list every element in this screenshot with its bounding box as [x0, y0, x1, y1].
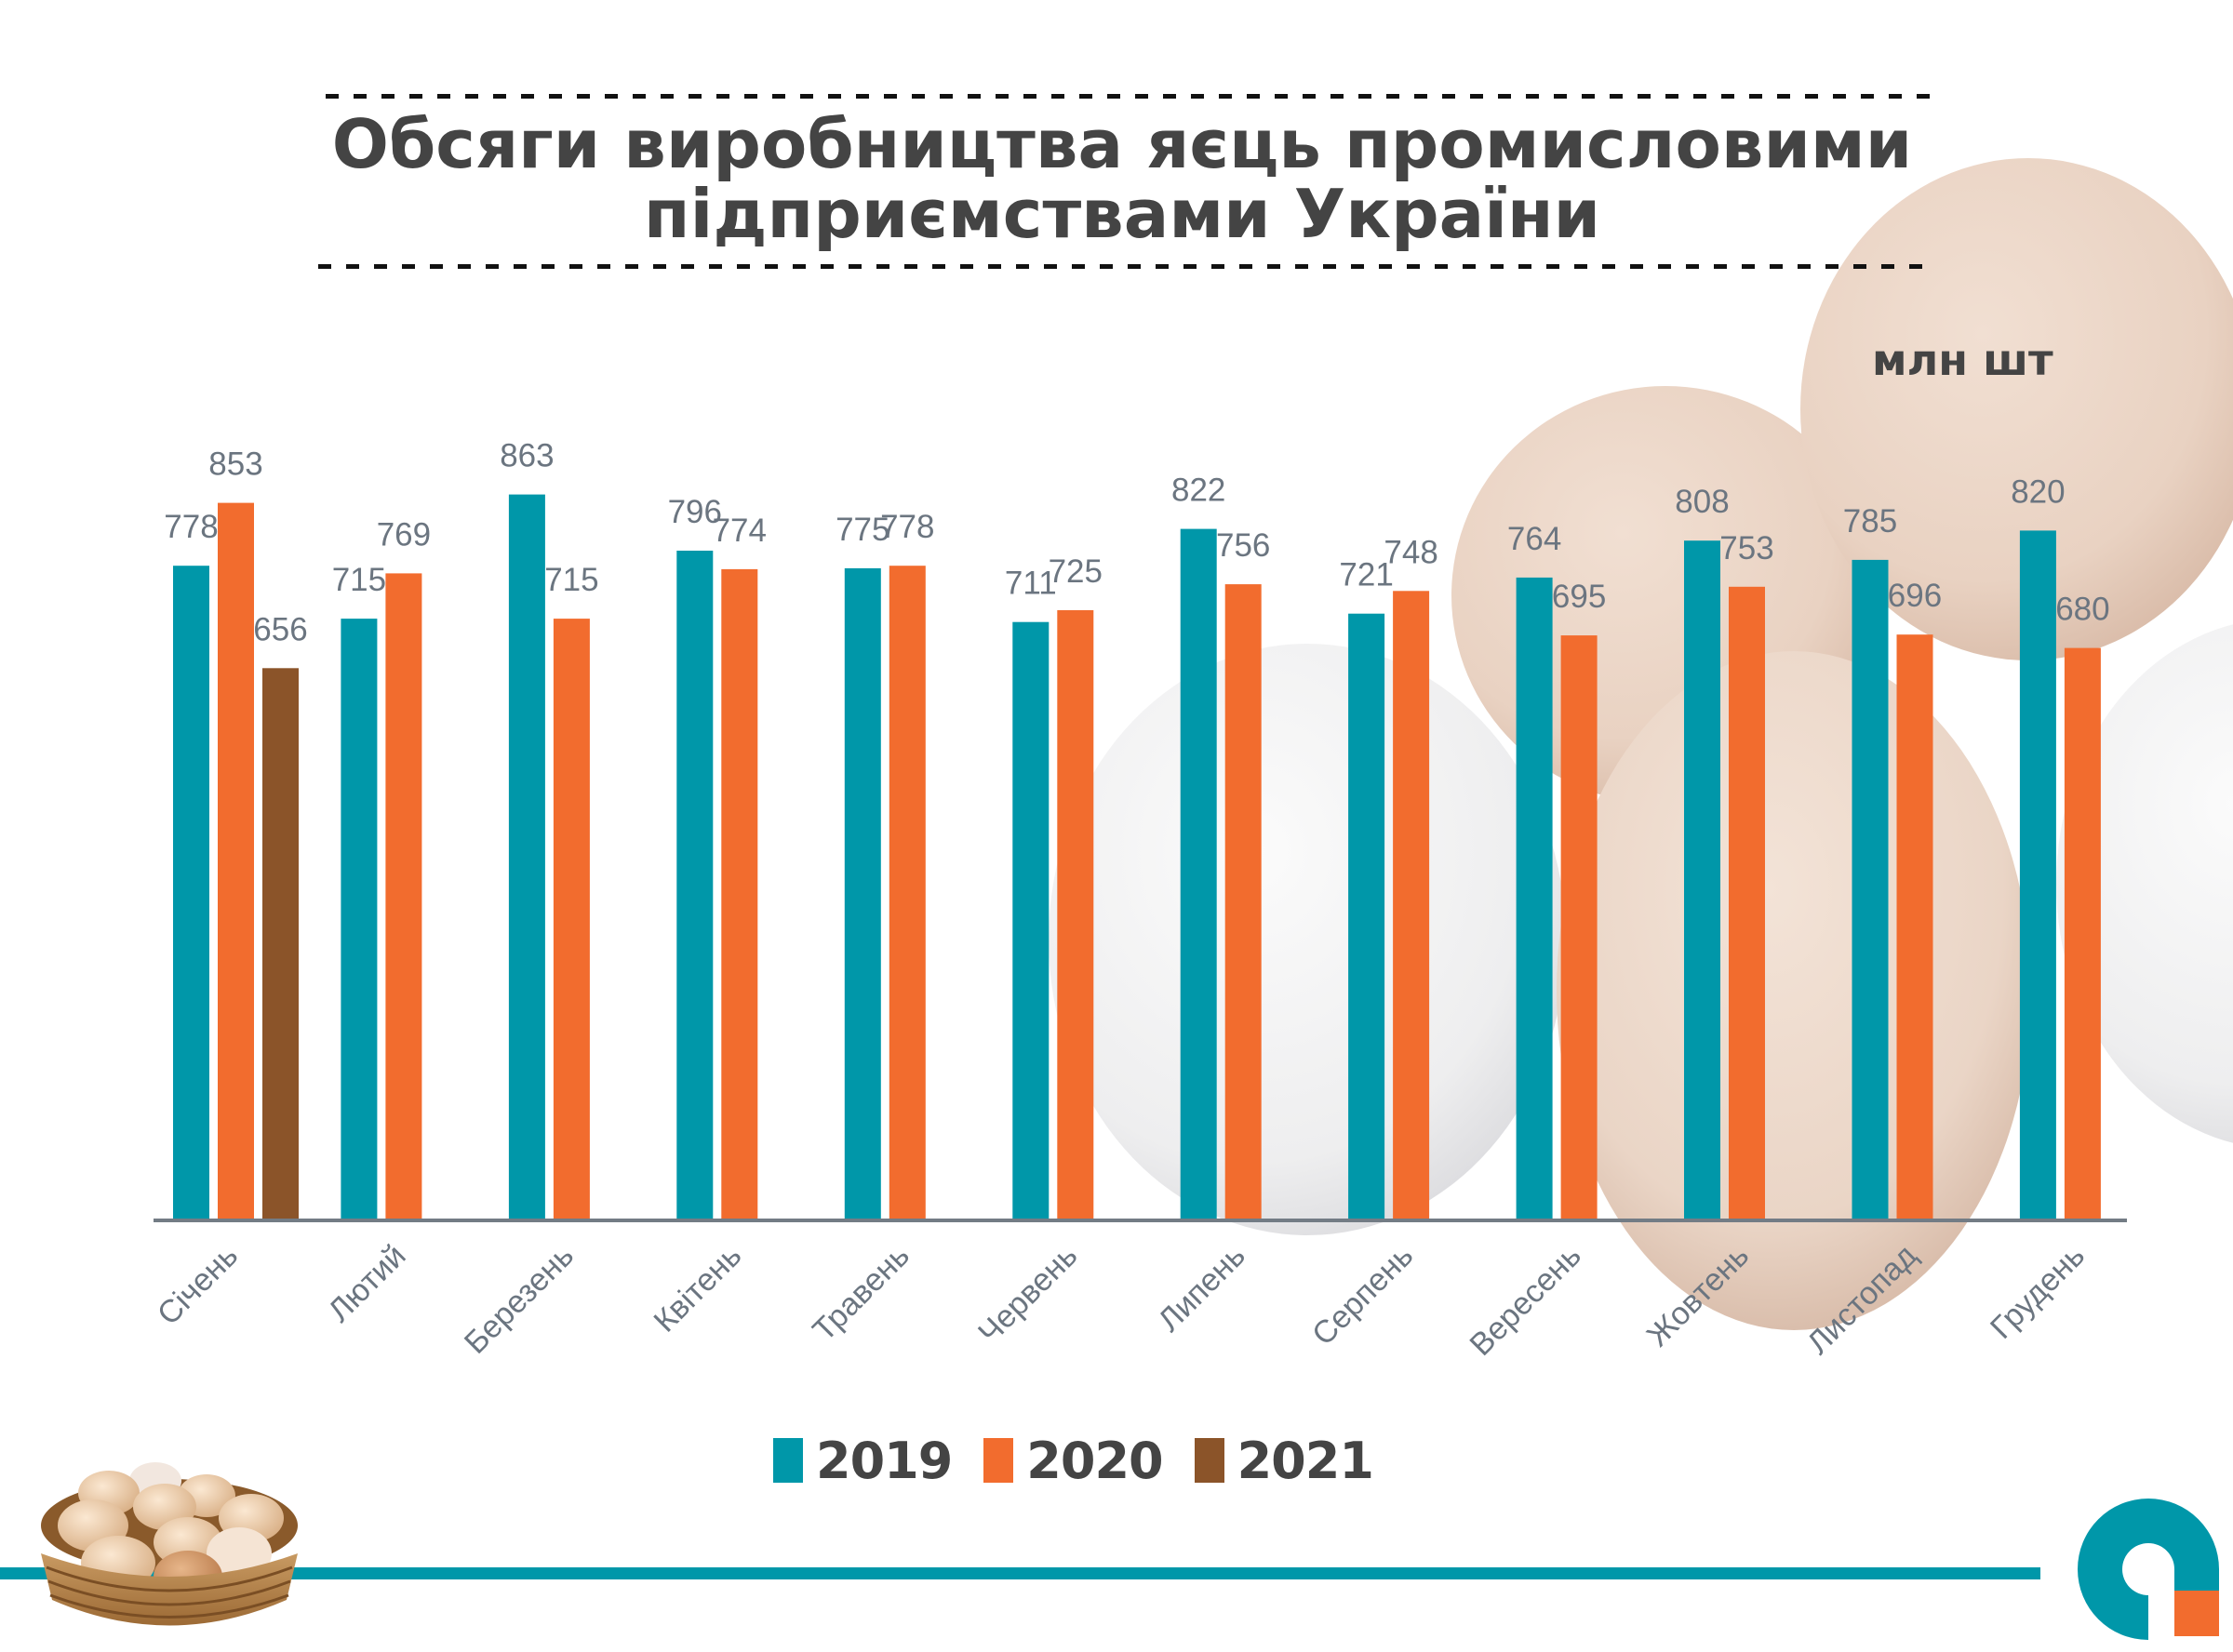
x-tick-label: Жовтень	[1640, 1238, 1756, 1353]
bar-2020-4	[721, 568, 758, 1219]
legend-swatch-2021	[1194, 1438, 1224, 1483]
x-axis-line	[154, 1219, 2127, 1222]
legend-item-2019[interactable]: 2019	[773, 1431, 953, 1490]
x-tick-label: Січень	[151, 1238, 245, 1332]
data-label-2019-12: 820	[2011, 473, 2065, 510]
x-tick-label: Вересень	[1464, 1238, 1588, 1363]
chart-title-line1: Обсяги виробництва яєць промисловими	[331, 105, 1913, 183]
egg-white-left	[1049, 644, 1566, 1235]
data-label-2019-3: 863	[500, 438, 554, 474]
bar-2019-3	[508, 494, 545, 1219]
data-label-2020-11: 696	[1888, 578, 1942, 614]
data-label-2020-9: 695	[1552, 579, 1606, 615]
data-label-2020-4: 774	[713, 513, 767, 549]
egg-basket-illustration	[41, 1462, 298, 1626]
chart-legend: 2019 2020 2021	[773, 1431, 1405, 1490]
x-tick-label: Червень	[971, 1238, 1084, 1351]
bar-2020-11	[1896, 634, 1933, 1219]
unit-label: млн шт	[1872, 335, 2053, 385]
bar-2019-10	[1684, 540, 1720, 1219]
x-tick-label: Грудень	[1984, 1238, 2092, 1346]
x-tick-label: Лютий	[322, 1238, 413, 1329]
bar-2020-9	[1560, 635, 1598, 1219]
bar-2020-5	[889, 566, 926, 1219]
x-tick-label: Серпень	[1305, 1238, 1420, 1352]
data-label-2020-12: 680	[2055, 592, 2109, 628]
data-label-2020-7: 756	[1216, 527, 1270, 564]
legend-label-2021: 2021	[1237, 1431, 1374, 1490]
bar-2019-2	[341, 619, 378, 1219]
bar-2019-1	[173, 566, 209, 1219]
data-label-2019-4: 796	[668, 494, 722, 530]
data-label-2020-10: 753	[1719, 530, 1773, 566]
bar-2019-5	[844, 567, 881, 1219]
data-label-2019-5: 775	[836, 512, 889, 548]
bar-2020-3	[553, 619, 590, 1219]
bar-2021-1	[262, 668, 299, 1219]
bar-2020-12	[2064, 647, 2101, 1219]
x-tick-label: Квітень	[648, 1238, 749, 1339]
x-tick-label: Травень	[806, 1238, 916, 1349]
data-label-2020-8: 748	[1384, 534, 1437, 570]
x-tick-label: Березень	[458, 1238, 581, 1361]
data-label-2019-11: 785	[1843, 503, 1897, 540]
data-label-2020-2: 769	[377, 516, 431, 553]
bar-2019-4	[676, 551, 714, 1219]
bar-2020-7	[1224, 584, 1262, 1219]
data-label-2020-1: 853	[208, 446, 262, 483]
legend-swatch-2020	[983, 1438, 1014, 1483]
data-label-2020-3: 715	[544, 562, 598, 598]
bar-2020-10	[1729, 586, 1765, 1219]
data-label-2019-9: 764	[1507, 521, 1561, 557]
bar-2019-7	[1180, 528, 1217, 1219]
legend-swatch-2019	[773, 1438, 803, 1483]
x-tick-label: Листопад	[1800, 1238, 1924, 1362]
data-label-2021-1: 656	[253, 611, 307, 647]
data-label-2019-7: 822	[1171, 473, 1225, 509]
legend-label-2019: 2019	[816, 1431, 953, 1490]
x-axis-labels-group: Січень Лютий Березень Квітень Травень Червень…	[151, 1238, 2092, 1363]
bar-2019-8	[1348, 613, 1385, 1219]
bottom-accent-line	[0, 1567, 2040, 1579]
legend-item-2021[interactable]: 2021	[1194, 1431, 1374, 1490]
bars-group	[173, 494, 2101, 1219]
data-label-2019-8: 721	[1339, 557, 1393, 593]
legend-label-2020: 2020	[1026, 1431, 1163, 1490]
egg-pink-top-right	[1800, 158, 2233, 660]
data-label-2019-2: 715	[332, 562, 386, 598]
data-label-2019-1: 778	[164, 509, 218, 545]
bar-2020-8	[1393, 591, 1430, 1219]
bar-2019-11	[1852, 559, 1889, 1219]
bar-2019-6	[1012, 621, 1050, 1219]
bar-2020-2	[385, 573, 422, 1219]
legend-item-2020[interactable]: 2020	[983, 1431, 1164, 1490]
title-divider-top	[326, 94, 1932, 99]
brand-logo-teal-orange	[2078, 1499, 2219, 1640]
bar-2019-9	[1516, 577, 1553, 1219]
data-label-2019-6: 711	[1005, 566, 1057, 602]
x-tick-label: Липень	[1152, 1238, 1252, 1339]
data-label-2020-5: 778	[880, 509, 934, 545]
chart-title-line2: підприємствами України	[643, 175, 1601, 253]
bar-2020-6	[1057, 610, 1094, 1219]
bar-2020-1	[218, 502, 254, 1219]
title-divider-bottom	[318, 264, 1925, 269]
data-label-2019-10: 808	[1675, 484, 1729, 520]
bar-2019-12	[2019, 530, 2056, 1219]
data-label-2020-6: 725	[1049, 553, 1103, 590]
